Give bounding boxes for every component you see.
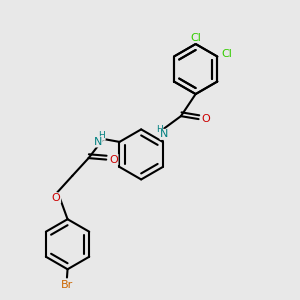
Text: H: H [98,131,105,140]
Text: O: O [52,193,61,203]
Text: H: H [156,125,163,134]
Text: N: N [160,129,169,140]
Text: Cl: Cl [221,49,232,58]
Text: Br: Br [61,280,73,290]
Text: O: O [109,154,118,165]
Text: N: N [94,137,102,147]
Text: Cl: Cl [190,32,201,43]
Text: O: O [202,114,210,124]
